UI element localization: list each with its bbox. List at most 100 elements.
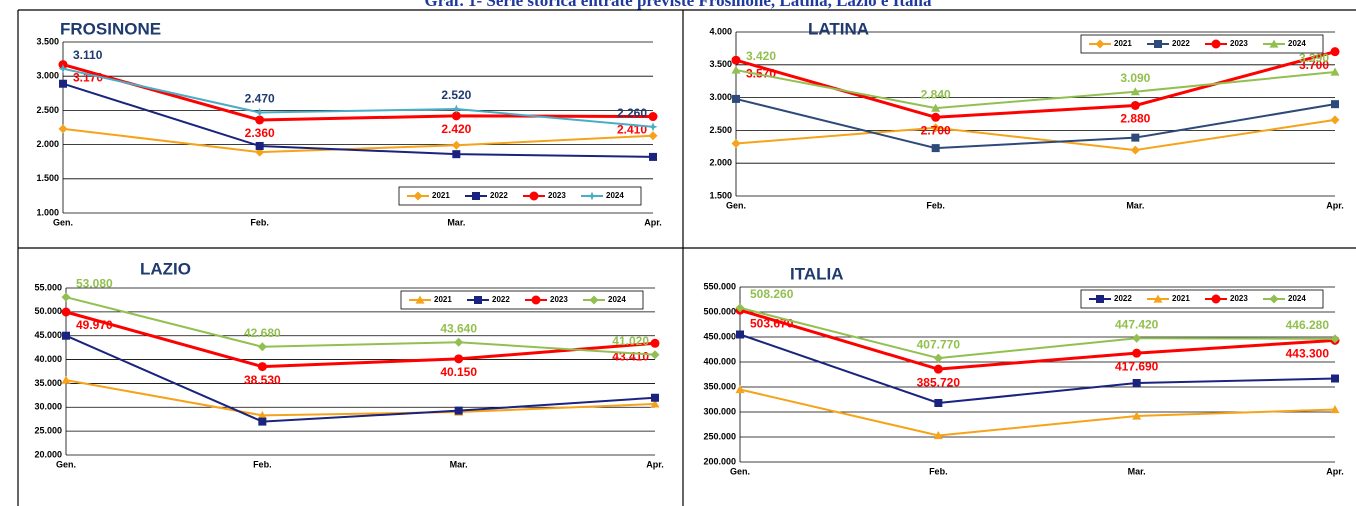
value-label: 3.420 [746,49,776,63]
value-label: 3.700 [1299,58,1329,72]
marker [1130,87,1140,96]
y-tick-label: 450.000 [703,331,736,341]
legend-marker [413,191,423,201]
marker [650,350,660,360]
value-label: 49.970 [76,318,113,332]
series-line [739,306,1336,360]
x-tick-label: Gen. [53,217,73,227]
series-line [739,388,1336,437]
x-tick-label: Feb. [929,466,948,476]
y-tick-label: 30.000 [34,402,62,412]
legend-label: 2022 [1114,294,1132,303]
legend-box [1080,34,1324,54]
marker [649,152,657,161]
y-tick-label: 3.000 [36,71,59,81]
marker [735,385,745,394]
marker [648,122,658,132]
marker [451,140,461,150]
value-label: 41.020 [612,334,649,348]
y-tick-label: 45.000 [34,330,62,340]
marker [454,406,463,415]
value-label: 2.420 [441,122,471,136]
legend-label: 2023 [550,295,568,304]
legend-label: 2021 [1114,39,1132,48]
marker [58,124,68,134]
series-line [65,310,656,369]
marker [59,79,67,88]
value-label: 3.090 [1120,71,1150,85]
legend-marker [1211,294,1221,304]
chart-title: LATINA [808,19,869,38]
y-tick-label: 300.000 [703,406,736,416]
legend-marker [529,191,539,201]
marker [1131,133,1140,142]
marker [931,112,941,122]
series-line [739,333,1336,405]
legend-label: 2022 [1172,39,1190,48]
y-tick-label: 3.000 [709,92,732,102]
series-line [735,50,1336,119]
legend-label: 2022 [492,295,510,304]
marker [451,104,461,114]
legend-marker [1269,39,1279,48]
x-tick-label: Feb. [250,217,269,227]
series-line [62,67,654,128]
value-label: 38.530 [244,373,281,387]
value-label: 3.390 [1299,51,1329,65]
y-tick-label: 40.000 [34,354,62,364]
legend-marker [1211,39,1221,49]
marker [255,141,264,150]
x-tick-label: Gen. [56,459,76,469]
marker [255,107,265,117]
y-tick-label: 2.500 [36,105,59,115]
value-label: 2.520 [441,88,471,102]
marker [454,354,464,364]
marker [1331,374,1339,383]
marker [257,410,267,419]
value-label: 443.300 [1286,347,1330,361]
marker [731,65,741,74]
y-tick-label: 20.000 [34,449,62,459]
value-label: 417.690 [1115,359,1159,373]
y-tick-label: 3.500 [36,36,59,46]
marker [454,337,464,347]
value-label: 3.110 [73,48,103,62]
legend-label: 2024 [1288,294,1306,303]
x-tick-label: Feb. [253,459,272,469]
y-tick-label: 1.000 [36,207,59,217]
marker [735,303,745,313]
y-tick-label: 1.500 [36,173,59,183]
x-tick-label: Apr. [644,217,662,227]
legend-marker [587,191,597,201]
marker [1330,67,1340,76]
marker [61,292,71,302]
value-label: 53.080 [76,276,113,290]
value-label: 2.880 [1120,112,1150,126]
marker [1132,411,1142,420]
x-tick-label: Gen. [730,466,750,476]
series-line [739,308,1336,371]
y-tick-label: 2.000 [709,158,732,168]
legend-label: 2023 [1230,39,1248,48]
chart-title: ITALIA [790,264,844,283]
marker [650,338,660,348]
chart-title: LAZIO [140,259,191,278]
y-tick-label: 200.000 [703,456,736,466]
legend-label: 2022 [490,191,508,200]
y-tick-label: 3.500 [709,59,732,69]
marker [1130,100,1140,110]
marker [1130,145,1140,155]
legend-label: 2021 [1172,294,1190,303]
marker [452,150,461,159]
marker [732,94,740,103]
marker [1330,405,1340,414]
marker [933,353,943,363]
series-line [65,296,656,356]
value-label: 503.670 [750,316,794,330]
series-line [62,82,654,158]
value-label: 43.640 [440,321,477,335]
marker [931,144,940,153]
value-label: 3.170 [73,71,103,85]
marker [1330,47,1340,57]
